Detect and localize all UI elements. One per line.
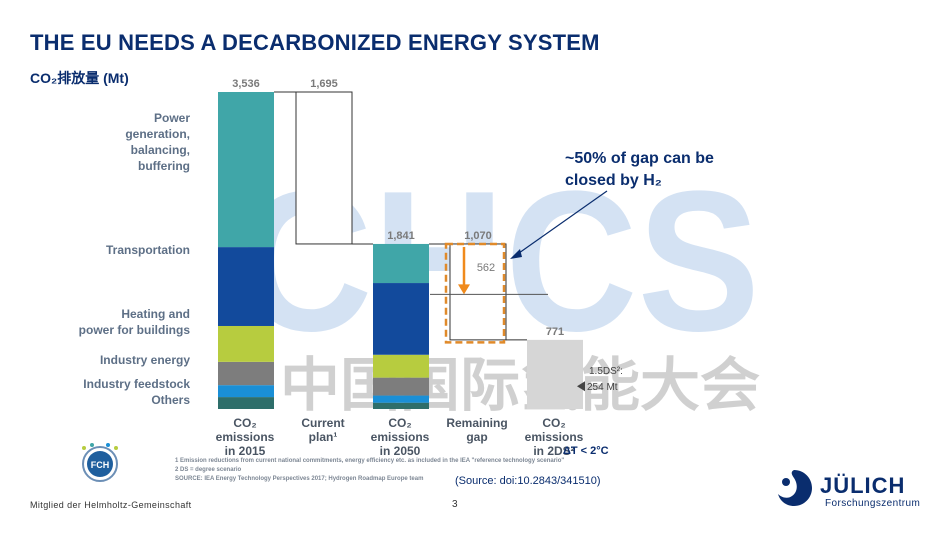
category-industry-feedstock: Industry feedstock [83,377,190,391]
target-marker [577,381,585,392]
fch-logo-icon: FCH [82,443,118,482]
h2-gap-value: 562 [477,262,495,274]
x-label-2015: CO₂ emissions in 2015 [215,416,275,458]
bar-2050-segment [373,377,429,396]
note-pointer-head [510,248,522,259]
footnote-2: 2 DS = degree scenario [175,467,242,473]
target-label-2: 254 Mt [587,382,618,393]
page-title: THE EU NEEDS A DECARBONIZED ENERGY SYSTE… [30,30,600,55]
bar-2050-segment [373,402,429,409]
bar-2050-segment [373,354,429,378]
brand-name: JÜLICH [820,473,906,498]
h2-gap-arrowhead [458,284,470,295]
brand-subtitle: Forschungszentrum [825,498,921,509]
category-heating: Heating and power for buildings [78,307,190,337]
h2-gap-box [444,242,506,344]
bar-2ds [527,339,583,409]
note-pointer-line [511,190,608,259]
bar-remaining-gap [449,243,507,341]
source-citation: (Source: doi:10.2843/341510) [455,475,601,487]
category-others: Others [151,393,190,407]
total-label: 3,536 [232,78,260,90]
bar-2015-segment [218,247,274,326]
h2-gap-note: ~50% of gap can be closed by H₂ [565,150,714,189]
total-label: 1,841 [387,230,415,242]
footnote-source: SOURCE: IEA Energy Technology Perspectiv… [175,476,424,482]
bar-2015-segment [218,325,274,362]
target-label-1: 1.5DS²: [589,366,623,377]
total-label: 771 [546,326,564,338]
category-transportation: Transportation [105,243,190,257]
bar-2050-segment [373,243,429,284]
bar-2015-segment [218,385,274,398]
bar-2015-segment [218,397,274,409]
bar-2015-segment [218,92,274,248]
julich-logo-icon [778,470,812,506]
x-label-remaining-gap: Remaining gap [446,416,508,444]
unit-label: CO₂排放量 (Mt) [30,70,129,86]
page-number: 3 [452,499,458,510]
bar-2050-segment [373,395,429,403]
x-label-2ds: CO₂ emissions in 2DS² [524,416,584,458]
category-power: Power generation, balancing, buffering [125,111,190,173]
total-label: 1,695 [310,78,338,90]
helmholtz-member-note: Mitglied der Helmholtz-Gemeinschaft [30,500,192,510]
category-industry-energy: Industry energy [99,353,190,367]
footnote-1: 1 Emission reductions from current natio… [175,458,565,464]
bar-2015-segment [218,361,274,386]
x-label-current-plan: Current plan¹ [301,416,345,444]
bar-current-plan [295,91,353,245]
fch-logo-text: FCH [91,460,110,470]
x-label-2050: CO₂ emissions in 2050 [370,416,430,458]
delta-t-label: ΔT < 2°C [563,445,609,457]
bar-2050-segment [373,283,429,355]
total-label: 1,070 [464,230,492,242]
